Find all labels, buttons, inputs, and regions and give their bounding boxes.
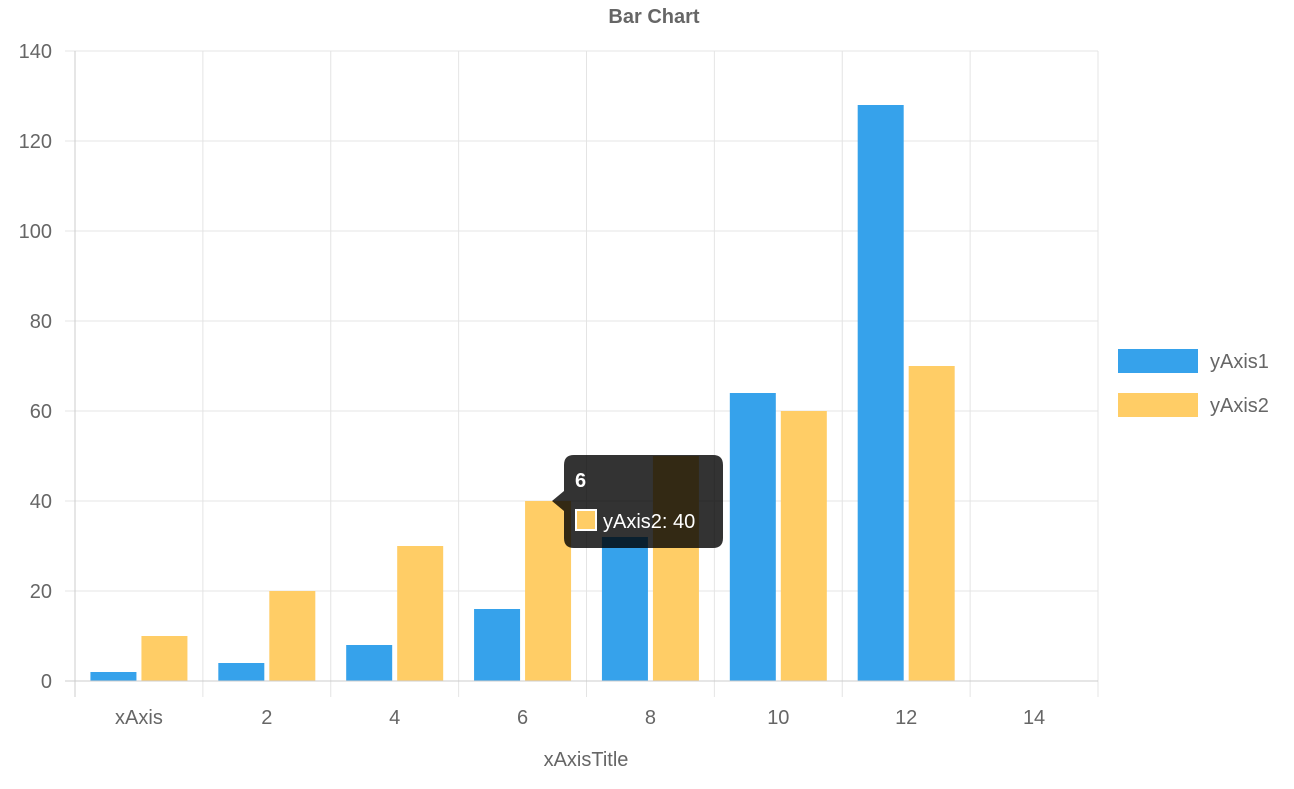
chart-title: Bar Chart [608,6,699,28]
y-tick-label: 40 [30,491,52,513]
y-tick-label: 0 [41,671,52,693]
x-tick-labels: xAxis 2 4 6 8 10 12 14 [115,707,1045,729]
bar-yAxis1-6 [474,609,521,681]
y-tick-label: 140 [19,41,52,63]
x-tick-label: 6 [517,707,528,729]
legend-swatch-yAxis1 [1118,349,1198,373]
tooltip-swatch [575,509,597,531]
x-tick-label: 12 [895,707,917,729]
y-tick-label: 80 [30,311,52,333]
tooltip-label: yAxis2: 40 [603,511,695,533]
bar-yAxis1-2 [218,663,265,681]
tooltip-background [552,455,723,548]
legend: yAxis1 yAxis2 [1118,349,1269,417]
y-tick-labels: 0 20 40 60 80 100 120 140 [19,41,52,693]
bar-yAxis1-8 [601,537,648,681]
bar-yAxis2-4 [397,546,444,681]
bar-yAxis2-xAxis [141,636,188,681]
x-tick-label: 14 [1023,707,1045,729]
axes [74,51,1098,682]
y-tick-label: 60 [30,401,52,423]
legend-label-yAxis1: yAxis1 [1210,351,1269,373]
grid-lines [65,50,1099,697]
bar-yAxis2-6 [525,501,572,681]
bar-yAxis2-12 [908,366,955,681]
x-tick-label: 8 [645,707,656,729]
y-tick-label: 20 [30,581,52,603]
bars [90,105,955,681]
x-tick-label: 2 [261,707,272,729]
legend-swatch-yAxis2 [1118,393,1198,417]
x-tick-label: 10 [767,707,789,729]
tooltip: 6 yAxis2: 40 [552,455,723,548]
bar-yAxis1-10 [729,393,776,681]
bar-yAxis1-xAxis [90,672,137,681]
tooltip-title: 6 [575,470,586,492]
bar-yAxis1-12 [857,105,904,681]
bar-yAxis1-4 [346,645,393,681]
legend-label-yAxis2: yAxis2 [1210,395,1269,417]
x-tick-label: xAxis [115,707,163,729]
x-axis-title: xAxisTitle [544,749,629,771]
bar-yAxis2-2 [269,591,316,681]
x-tick-label: 4 [389,707,400,729]
bar-yAxis2-10 [780,411,827,681]
y-tick-label: 120 [19,131,52,153]
y-tick-label: 100 [19,221,52,243]
